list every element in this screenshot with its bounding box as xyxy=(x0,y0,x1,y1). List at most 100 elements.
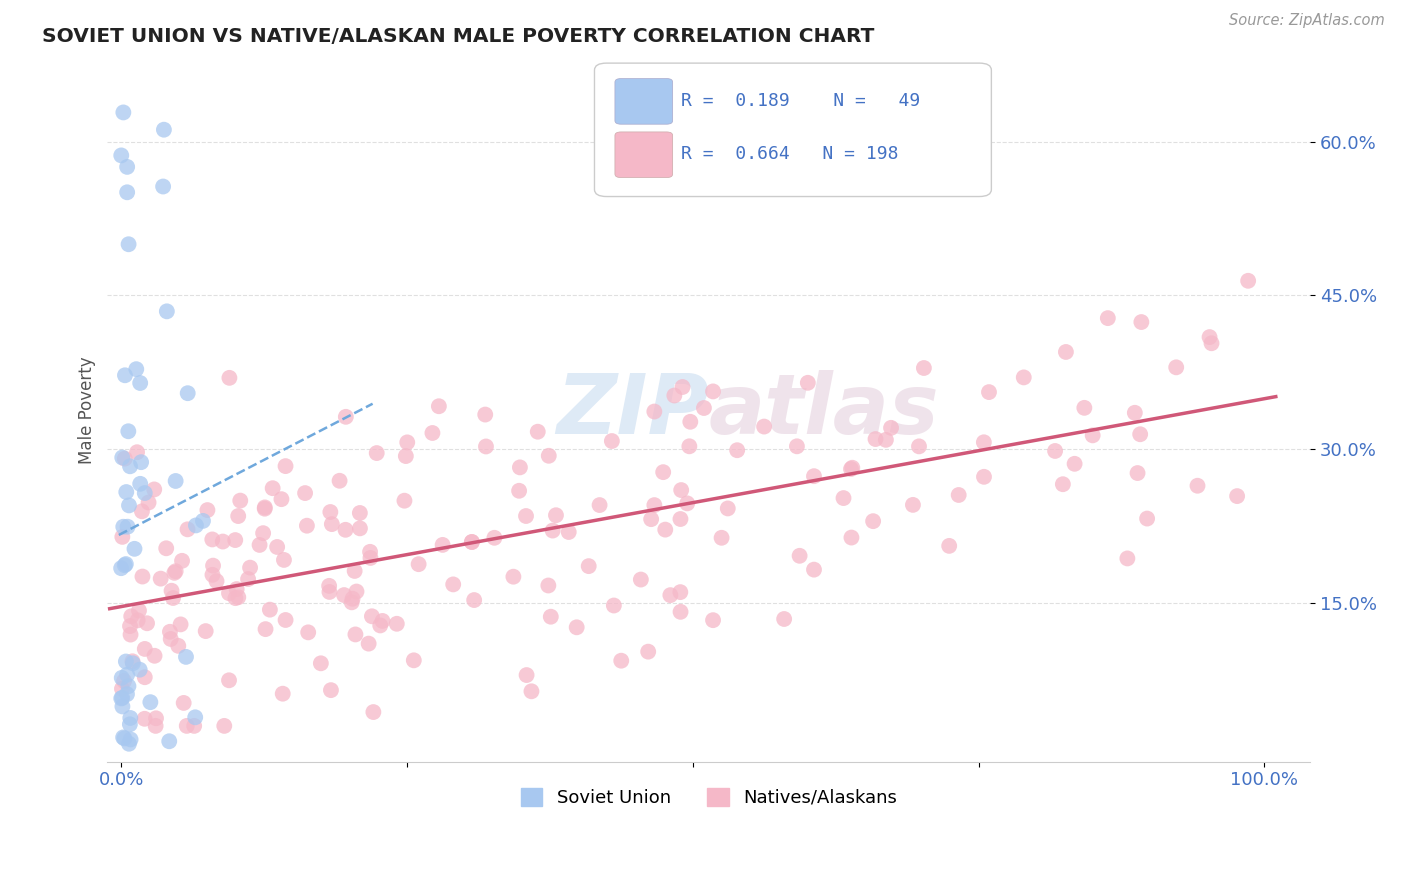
Point xyxy=(120,732,142,747)
Point xyxy=(394,493,416,508)
Point xyxy=(803,469,825,483)
Point xyxy=(541,524,564,538)
Point xyxy=(143,483,166,497)
Point xyxy=(120,609,142,624)
Point xyxy=(862,514,884,528)
Point xyxy=(346,584,368,599)
Point xyxy=(152,179,174,194)
Point xyxy=(515,508,537,523)
Text: R =  0.664   N = 198: R = 0.664 N = 198 xyxy=(681,145,898,163)
Point xyxy=(124,541,146,556)
Point xyxy=(128,663,150,677)
Point xyxy=(112,731,135,746)
Point xyxy=(558,524,581,539)
Point xyxy=(115,485,138,500)
Point xyxy=(115,667,138,681)
Point xyxy=(679,415,702,429)
Point xyxy=(385,616,408,631)
Point xyxy=(432,538,454,552)
Point xyxy=(262,481,284,495)
Point xyxy=(294,486,316,500)
Point xyxy=(160,583,183,598)
Point xyxy=(117,679,139,693)
Point xyxy=(474,408,496,422)
Point xyxy=(111,681,134,696)
Point xyxy=(128,604,150,618)
Point xyxy=(167,639,190,653)
Point xyxy=(145,711,167,725)
Point xyxy=(309,657,332,671)
Point xyxy=(875,433,897,447)
Point xyxy=(218,586,240,600)
Point xyxy=(1116,551,1139,566)
Point xyxy=(176,522,198,536)
Point xyxy=(318,579,340,593)
Point xyxy=(112,520,135,534)
Point xyxy=(544,508,567,523)
Point xyxy=(115,557,138,571)
Point xyxy=(127,613,149,627)
Point xyxy=(136,616,159,631)
Point xyxy=(249,538,271,552)
Point xyxy=(159,632,181,646)
Point xyxy=(1201,336,1223,351)
Point xyxy=(516,668,538,682)
Point xyxy=(143,648,166,663)
Point xyxy=(156,304,179,318)
Point xyxy=(461,535,484,549)
Point xyxy=(176,719,198,733)
Point xyxy=(340,595,363,609)
Point xyxy=(841,531,863,545)
Point xyxy=(329,474,352,488)
Point xyxy=(177,386,200,401)
FancyBboxPatch shape xyxy=(595,63,991,196)
Point xyxy=(368,618,391,632)
Point xyxy=(1166,360,1188,375)
Point xyxy=(643,404,665,418)
Point xyxy=(110,148,132,162)
Point xyxy=(342,591,364,606)
Point xyxy=(395,449,418,463)
Point xyxy=(118,717,141,731)
Point xyxy=(693,401,716,415)
Point xyxy=(1043,444,1066,458)
Point xyxy=(115,655,138,669)
Point xyxy=(361,609,384,624)
Point xyxy=(588,498,610,512)
Point xyxy=(908,439,931,453)
Point xyxy=(252,526,274,541)
Point xyxy=(253,500,276,515)
FancyBboxPatch shape xyxy=(614,78,672,124)
Point xyxy=(162,591,184,605)
Point xyxy=(1097,311,1119,326)
Point xyxy=(165,474,187,488)
Point xyxy=(973,435,995,450)
Point xyxy=(349,506,371,520)
Point xyxy=(725,443,748,458)
Point xyxy=(274,613,297,627)
Point xyxy=(131,504,153,518)
Point xyxy=(114,558,136,573)
Point xyxy=(318,585,340,599)
Point xyxy=(360,550,382,565)
Point xyxy=(333,588,356,602)
Point xyxy=(977,385,1000,400)
Point xyxy=(717,501,740,516)
Point xyxy=(194,624,217,639)
Point xyxy=(202,558,225,573)
Point xyxy=(236,572,259,586)
Point xyxy=(121,654,143,668)
Point xyxy=(540,609,562,624)
Point xyxy=(191,514,214,528)
Point xyxy=(973,470,995,484)
Point xyxy=(832,491,855,505)
Point xyxy=(600,434,623,448)
Point xyxy=(169,617,191,632)
Point xyxy=(184,518,207,533)
Point xyxy=(201,567,224,582)
Point xyxy=(710,531,733,545)
Point xyxy=(321,517,343,532)
Point xyxy=(214,719,236,733)
Point xyxy=(839,462,862,476)
Point xyxy=(125,362,148,376)
